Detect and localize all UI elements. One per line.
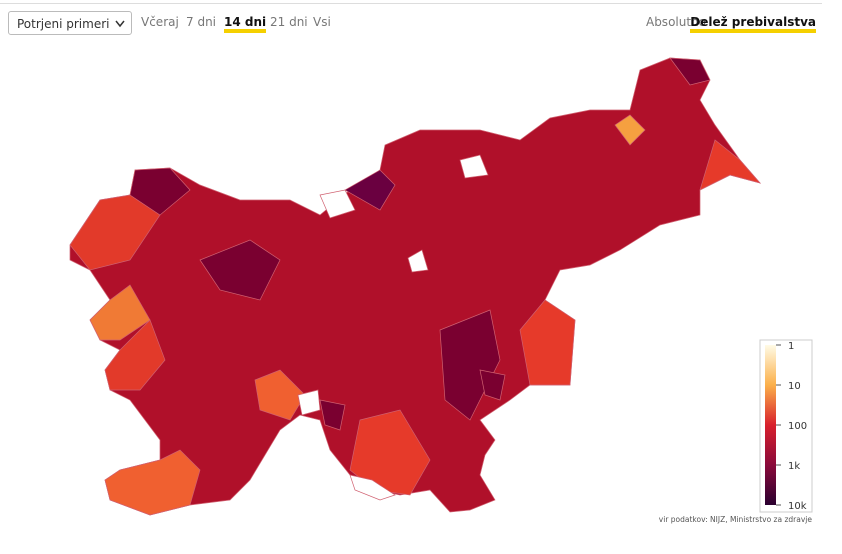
region bbox=[349, 409, 431, 496]
region bbox=[519, 299, 576, 386]
mode-tab[interactable]: Absolutno bbox=[645, 15, 706, 29]
region bbox=[319, 189, 356, 219]
period-tab[interactable]: Vsi bbox=[313, 15, 331, 29]
region bbox=[199, 239, 281, 301]
period-tab[interactable]: 7 dni bbox=[186, 15, 217, 29]
legend-label: 10 bbox=[788, 381, 801, 392]
region bbox=[614, 114, 646, 146]
dropdown-label: Potrjeni primeri bbox=[17, 17, 110, 31]
divider bbox=[0, 3, 822, 4]
legend-label: 1 bbox=[788, 341, 794, 352]
region bbox=[319, 399, 346, 431]
chevron bbox=[115, 20, 125, 28]
region bbox=[104, 449, 201, 516]
period-tab[interactable]: 14 dni bbox=[224, 15, 267, 33]
region bbox=[459, 154, 489, 179]
region bbox=[129, 167, 191, 216]
region bbox=[407, 249, 429, 273]
country bbox=[69, 57, 762, 516]
region bbox=[699, 139, 762, 191]
legend-label: 100 bbox=[788, 421, 807, 432]
legend-gradient bbox=[765, 345, 776, 505]
region bbox=[344, 169, 396, 211]
mode-tab[interactable]: Delež prebivalstva bbox=[690, 15, 816, 33]
legend-label: 1k bbox=[788, 461, 800, 472]
legend-label: 10k bbox=[788, 501, 807, 512]
region bbox=[254, 369, 306, 421]
region bbox=[104, 319, 166, 391]
period-tab[interactable]: Včeraj bbox=[141, 15, 179, 29]
region bbox=[349, 474, 396, 501]
region bbox=[297, 389, 321, 416]
region bbox=[479, 369, 506, 401]
metric-dropdown[interactable]: Potrjeni primeri bbox=[8, 11, 132, 35]
legend: 1 10 100 1k 10k bbox=[776, 341, 807, 512]
period-tab[interactable]: 21 dni bbox=[270, 15, 308, 29]
region bbox=[669, 57, 711, 86]
source: vir podatkov: NIJZ, Ministrstvo za zdrav… bbox=[659, 515, 813, 524]
